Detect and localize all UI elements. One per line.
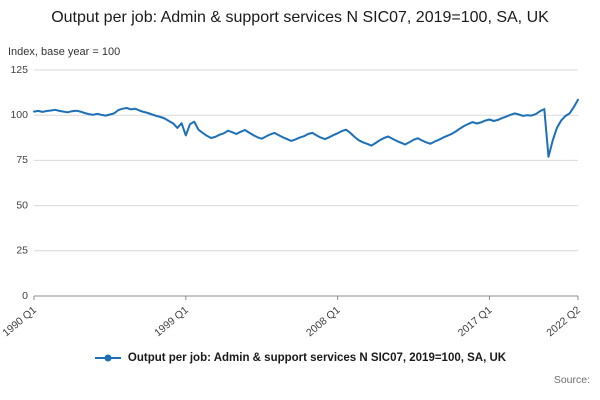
x-tick-label: 1999 Q1: [152, 304, 191, 339]
x-tick-label: 1990 Q1: [0, 304, 39, 339]
y-tick-label: 125: [10, 64, 28, 76]
y-tick-label: 25: [16, 245, 28, 257]
source-label: Source:: [553, 374, 590, 386]
x-tick-label: 2017 Q1: [456, 304, 495, 339]
chart-legend: Output per job: Admin & support services…: [0, 352, 600, 364]
data-line: [33, 98, 579, 158]
legend-line-marker-icon: [94, 354, 121, 362]
y-tick-label: 100: [10, 109, 28, 121]
x-tick-label: 2008 Q1: [304, 304, 343, 339]
line-chart: 0 25 50 75 100 125 1990 Q1 1999 Q1 2008 Q1 2017 Q…: [0, 64, 583, 339]
y-tick-label: 0: [22, 290, 28, 302]
y-tick-label: 50: [16, 199, 28, 211]
legend-label: Output per job: Admin & support services…: [127, 352, 507, 364]
y-tick-label: 75: [16, 154, 28, 166]
y-axis-note: Index, base year = 100: [8, 46, 121, 58]
chart-title: Output per job: Admin & support services…: [51, 9, 549, 26]
x-tick-label: 2022 Q2: [544, 304, 583, 339]
